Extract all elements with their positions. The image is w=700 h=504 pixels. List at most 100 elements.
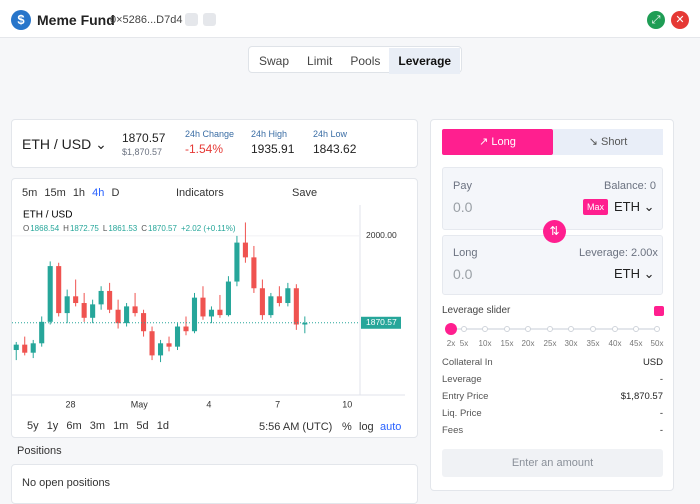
slider-mark: 5x <box>459 339 469 348</box>
leverage-value: Leverage: 2.00x <box>579 247 658 259</box>
candle-body <box>56 266 62 314</box>
interval-bar: 5m 15m 1h 4h D <box>22 187 119 199</box>
candle-body <box>268 296 274 316</box>
legend-value: 1861.53 <box>108 224 137 233</box>
candle-body <box>81 303 87 318</box>
legend-key: C <box>141 224 147 233</box>
interval[interactable]: D <box>111 187 120 199</box>
tab[interactable]: Pools <box>350 54 381 68</box>
stat-label: 24h Low <box>313 129 348 139</box>
candle-body <box>166 343 172 347</box>
address: 0×5286...D7d4 <box>110 14 183 26</box>
percent-toggle[interactable]: % <box>342 421 352 433</box>
x-tick-label: 7 <box>275 399 280 409</box>
short-button[interactable]: ↘ Short <box>553 129 663 155</box>
market-card <box>11 119 418 168</box>
receive-token[interactable]: ETH ⌄ <box>614 266 655 281</box>
stat-value: 1843.62 <box>313 142 357 156</box>
max-button[interactable]: Max <box>583 199 609 215</box>
long-button[interactable]: ↗ Long <box>442 129 553 155</box>
interval[interactable]: 5m <box>22 187 38 199</box>
indicators-button[interactable]: Indicators <box>176 187 224 199</box>
candle-body <box>22 344 28 353</box>
pay-amount[interactable]: 0.0 <box>453 199 473 215</box>
slider-mark: 20x <box>521 339 535 348</box>
candle-body <box>149 331 155 356</box>
candle-body <box>225 281 231 316</box>
pay-token[interactable]: ETH ⌄ <box>614 199 655 214</box>
receive-box <box>442 235 663 295</box>
candle-body <box>98 290 104 305</box>
range-bar: 5y 1y 6m 3m 1m 5d 1d <box>27 420 169 432</box>
stat-label: 24h High <box>251 129 288 139</box>
slider-mark: 10x <box>478 339 492 348</box>
positions-title: Positions <box>17 445 62 457</box>
range[interactable]: 1y <box>46 420 59 432</box>
slider-track[interactable] <box>450 328 658 330</box>
candle-body <box>64 296 70 314</box>
pay-label: Pay <box>453 180 472 192</box>
slider-dot <box>633 326 639 332</box>
stat-value: 1935.91 <box>251 142 295 156</box>
copy-icon[interactable] <box>185 13 198 26</box>
token: ETH <box>614 199 640 214</box>
detail-value: - <box>659 425 663 436</box>
log-toggle[interactable]: log <box>359 421 374 433</box>
candle-body <box>141 313 147 332</box>
candle-body <box>302 322 308 325</box>
range[interactable]: 1d <box>156 420 169 432</box>
app-title: Meme Fund <box>37 12 115 28</box>
stat-label: 24h Change <box>185 129 235 139</box>
candle-body <box>174 326 181 347</box>
price: 1870.57 <box>122 131 166 145</box>
candle-body <box>251 257 257 289</box>
tab[interactable]: Swap <box>259 54 290 68</box>
range[interactable]: 3m <box>89 420 105 432</box>
candle-body <box>217 309 223 316</box>
link-icon[interactable] <box>203 13 216 26</box>
slider-mark: 35x <box>586 339 600 348</box>
slider-label: Leverage slider <box>442 305 511 316</box>
x-tick-label: 10 <box>342 399 352 409</box>
slider-dot <box>612 326 618 332</box>
legend-value: 1870.57 <box>148 224 177 233</box>
candle-body <box>200 297 206 317</box>
candle-body <box>183 326 189 332</box>
slider-thumb[interactable] <box>445 323 457 335</box>
detail-value: USD <box>642 357 663 368</box>
tab[interactable]: Limit <box>307 54 333 68</box>
detail-label: Collateral In <box>442 357 493 368</box>
interval[interactable]: 1h <box>72 187 86 199</box>
legend-key: H <box>63 224 69 233</box>
receive-amount[interactable]: 0.0 <box>453 266 473 282</box>
slider-dot <box>547 326 553 332</box>
auto-toggle[interactable]: auto <box>380 421 402 433</box>
interval[interactable]: 15m <box>44 187 66 199</box>
price-tag <box>361 316 401 329</box>
legend-key: O <box>23 224 29 233</box>
x-tick-label: 28 <box>66 399 76 409</box>
positions-empty: No open positions <box>22 477 111 489</box>
slider-mark: 15x <box>500 339 514 348</box>
submit-button[interactable]: Enter an amount <box>442 449 663 477</box>
close-button[interactable]: ✕ <box>671 11 689 29</box>
slider-checkbox[interactable] <box>654 306 664 316</box>
detail-label: Liq. Price <box>442 408 482 419</box>
tab-active[interactable]: Leverage <box>389 48 461 74</box>
detail-value: - <box>659 374 663 385</box>
swap-direction[interactable]: ⇅ <box>543 220 566 243</box>
expand-button[interactable]: ⤢ <box>647 11 665 29</box>
save-button[interactable]: Save <box>292 187 318 199</box>
long-label: Long <box>491 136 516 148</box>
range[interactable]: 5d <box>136 420 149 432</box>
legend-change: +2.02 (+0.11%) <box>181 224 236 233</box>
range[interactable]: 5y <box>27 420 39 432</box>
tab-bar: Swap Limit Pools Leverage <box>248 46 463 74</box>
pair-selector[interactable]: ETH / USD ⌄ <box>22 136 107 152</box>
interval-active[interactable]: 4h <box>92 187 105 199</box>
slider-dot <box>590 326 596 332</box>
range[interactable]: 6m <box>66 420 82 432</box>
range[interactable]: 1m <box>113 420 129 432</box>
slider-mark: 25x <box>543 339 557 348</box>
